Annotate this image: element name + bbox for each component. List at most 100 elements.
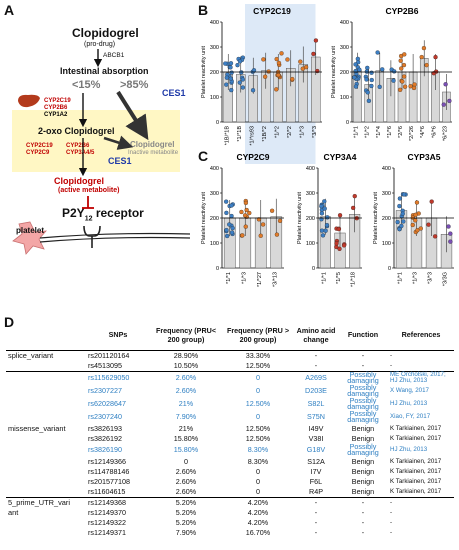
table-row: rs12149371 7.90% 16.70% - - - (6, 528, 454, 538)
aa-change-cell: - (314, 507, 318, 517)
reference-cell: HJ Zhu, 2013 (390, 445, 428, 453)
data-point (408, 84, 413, 89)
flow-arrows (12, 49, 191, 255)
snp-id-cell: rs114788146 (88, 466, 130, 476)
x-tick-label: *1/*3 (299, 126, 305, 138)
data-point (369, 77, 374, 83)
x-tick-label: *1B/*2 (262, 126, 268, 142)
table-row: rs2307240 7.90% 0 S75N Possibly damaging Xiao… (6, 408, 454, 424)
data-point (336, 226, 341, 232)
snp-id-cell: rs2307227 (88, 386, 122, 395)
y-tick-label: 0 (346, 120, 349, 126)
data-point (410, 222, 415, 228)
enz-cyp2c9: CYP2C9 (26, 150, 50, 156)
data-point (402, 84, 408, 89)
active-metabolite-sub: (active metabolite) (58, 187, 120, 194)
snp-id-cell: rs12149366 (88, 456, 126, 466)
reference-cell: K Tarkiainen, 2017 (390, 467, 442, 475)
data-point (401, 192, 407, 197)
data-point (242, 213, 248, 218)
function-cell: - (338, 349, 388, 361)
data-point (285, 57, 290, 62)
freq-high-cell: 0 (256, 476, 260, 486)
table-row: rs115629050 2.60% 0 A269S Possibly damaging M… (6, 370, 454, 385)
freq-low-cell: 21% (178, 399, 194, 408)
enz-cyp1a2: CYP1A2 (44, 112, 68, 118)
group-cell (6, 457, 86, 467)
enz-cyp2b6-b: CYP2B6 (66, 143, 90, 149)
data-point (446, 224, 451, 229)
data-point (365, 90, 370, 95)
aa-change-cell: V38I (308, 433, 324, 443)
freq-high-cell: 8.30% (247, 445, 269, 454)
enz-cyp3a45: CYP3A4/5 (66, 150, 95, 156)
function-cell: Possibly damaging (338, 370, 388, 385)
function-cell: Possibly damaging (347, 382, 379, 398)
freq-low-cell: 2.60% (175, 386, 197, 395)
function-cell: Possibly damaging (347, 408, 379, 424)
x-tick-label: *3/*3 (428, 272, 434, 284)
aa-change-cell: F6L (309, 476, 323, 486)
data-point (277, 218, 283, 223)
function-cell: Benign (351, 456, 375, 466)
x-tick-label: *2/*2 (287, 126, 293, 138)
table-row: rs4513095 10.50% 12.50% - - - (6, 361, 454, 372)
abcb1-label: ABCB1 (103, 52, 125, 59)
data-point (424, 63, 429, 68)
snp-id-cell: rs11604615 (88, 486, 126, 496)
pct-low: <15% (72, 79, 101, 91)
data-point (433, 54, 438, 60)
inactive-metabolite-name: Clopidogrel (130, 140, 175, 149)
reference-cell: K Tarkiainen, 2017 (390, 477, 442, 485)
aa-change-cell: - (314, 517, 318, 527)
group-cell (6, 434, 86, 444)
data-point (229, 87, 234, 93)
y-tick-label: 400 (340, 20, 349, 26)
freq-low-cell: 0 (184, 456, 188, 466)
table-row: rs11604615 2.60% 0 R4P Benign K Tarkiainen, 2… (6, 487, 454, 498)
freq-low-cell: 15.80% (173, 445, 199, 454)
data-point (240, 77, 245, 82)
data-point (448, 231, 453, 236)
arrow-oxo-inactive (103, 135, 134, 150)
liver-metabolism-box (12, 110, 180, 172)
receptor-label: P2Y12 receptor (62, 206, 144, 222)
aa-change-cell: R4P (309, 486, 323, 496)
data-point (337, 246, 342, 251)
group-cell: 5_prime_UTR_vari (6, 496, 86, 508)
reference-cell: ME Orcholski, 2017; HJ Zhu, 2013 (388, 370, 454, 385)
freq-low-cell: 2.60% (175, 486, 197, 496)
x-tick-label: *1/*1 (321, 272, 327, 284)
y-axis-label: Platelet reactivity unit (201, 46, 207, 98)
data-point (228, 61, 234, 66)
freq-low-cell: 5.20% (175, 507, 197, 517)
snp-id-cell: rs3826190 (88, 445, 122, 454)
y-tick-label: 0 (216, 266, 219, 272)
data-point (410, 215, 415, 220)
data-point (397, 87, 403, 92)
x-tick-label: *2/*6 (398, 126, 404, 138)
group-cell (6, 361, 86, 372)
function-cell: Benign (351, 423, 375, 433)
y-tick-label: 0 (388, 266, 391, 272)
y-axis-label: Platelet reactivity unit (331, 46, 337, 98)
data-point (401, 62, 407, 68)
reference-cell: K Tarkiainen, 2017 (390, 457, 442, 465)
data-point (399, 66, 404, 71)
x-tick-label: *3/*13 (272, 272, 278, 287)
data-point (322, 199, 327, 204)
reference-cell: - (388, 496, 454, 508)
data-point (369, 70, 374, 75)
snp-id-cell: rs201120164 (86, 349, 150, 361)
group-cell (6, 487, 86, 498)
chart-title: CYP2B6 (385, 6, 418, 16)
reference-cell: - (390, 518, 393, 526)
receptor-name: P2Y (62, 206, 85, 220)
freq-low-cell: 2.60% (175, 476, 197, 486)
x-tick-label: *4/*6 (420, 126, 426, 138)
data-point (230, 226, 235, 231)
function-cell: Possibly damaging (347, 441, 379, 457)
x-tick-label: *6/*23 (442, 126, 448, 141)
group-cell (6, 411, 86, 424)
group-cell (6, 370, 86, 385)
